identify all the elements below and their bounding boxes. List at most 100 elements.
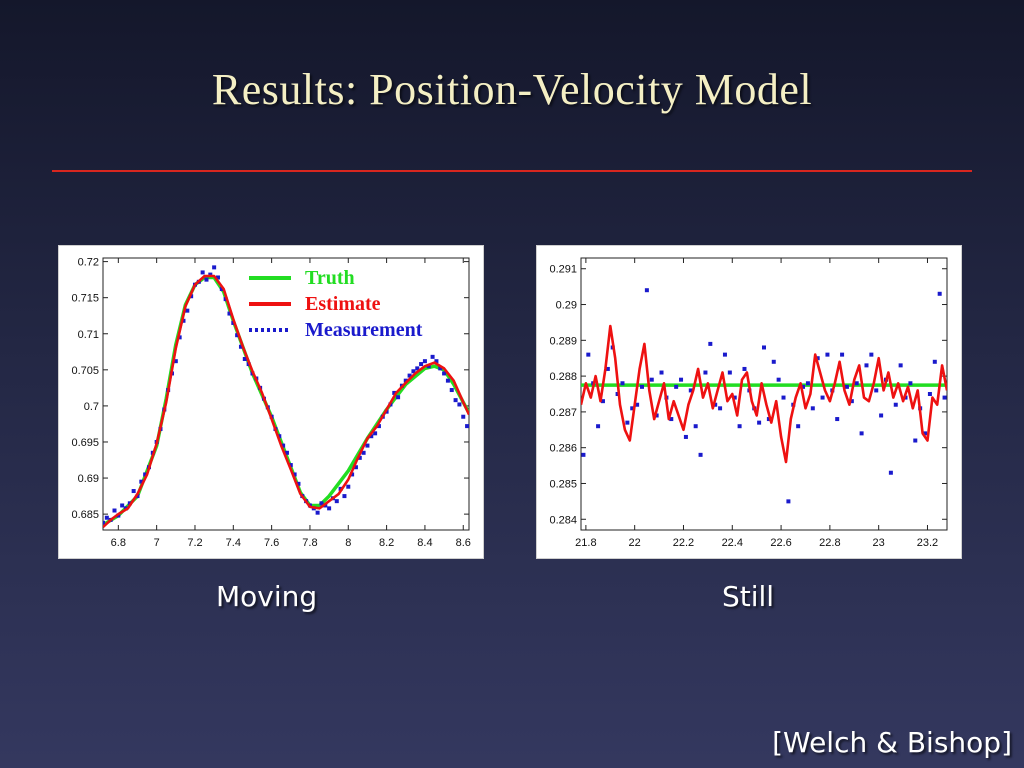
measurement-point xyxy=(825,352,830,357)
x-tick-label: 8.6 xyxy=(456,537,471,549)
x-tick-label: 22.4 xyxy=(722,537,743,549)
measurement-point xyxy=(426,364,431,369)
measurement-point xyxy=(659,370,664,375)
measurement-point xyxy=(292,472,297,477)
measurement-point xyxy=(131,489,136,494)
y-tick-label: 0.284 xyxy=(549,514,577,526)
x-tick-label: 7.2 xyxy=(187,537,202,549)
measurement-point xyxy=(927,392,932,396)
legend-label-estimate: Estimate xyxy=(305,293,381,315)
x-tick-label: 8.4 xyxy=(417,537,432,549)
measurement-point xyxy=(281,443,286,448)
x-tick-label: 21.8 xyxy=(575,537,596,549)
measurement-point xyxy=(771,359,776,364)
y-tick-label: 0.291 xyxy=(549,264,577,276)
measurement-point xyxy=(430,354,435,359)
measurement-point xyxy=(104,515,109,520)
measurement-point xyxy=(908,381,913,386)
measurement-point xyxy=(835,417,840,422)
measurement-point xyxy=(227,311,232,316)
measurement-point xyxy=(923,431,928,436)
measurement-point xyxy=(419,362,424,367)
measurement-point xyxy=(786,499,791,504)
measurement-point xyxy=(185,308,190,313)
measurement-point xyxy=(674,384,679,389)
measurement-point xyxy=(215,275,220,280)
x-tick-label: 8.2 xyxy=(379,537,394,549)
measurement-point xyxy=(874,388,879,393)
measurement-point xyxy=(238,344,243,349)
measurement-point xyxy=(898,363,903,368)
measurement-point xyxy=(208,272,213,277)
y-tick-label: 0.685 xyxy=(71,509,99,521)
estimate-line xyxy=(581,324,947,464)
measurement-point xyxy=(596,424,601,429)
measurement-point xyxy=(396,395,401,400)
y-tick-label: 0.7 xyxy=(84,401,99,413)
measurement-point xyxy=(600,399,605,404)
measurement-point xyxy=(644,288,649,293)
measurement-point xyxy=(219,287,224,292)
measurement-point xyxy=(625,420,630,425)
measurement-point xyxy=(727,370,732,375)
chart-panel-moving: 6.8 7 7.2 7.4 7.6 7.8 8 8.2 8.4 8.6 0.685 0.69 0.695… xyxy=(58,245,484,559)
measurement-point xyxy=(449,388,454,393)
citation: [Welch & Bishop] xyxy=(772,726,1012,759)
measurement-point xyxy=(635,402,640,407)
measurement-point xyxy=(315,510,320,515)
series-group xyxy=(103,265,469,529)
measurement-point xyxy=(407,373,412,378)
measurement-point xyxy=(640,384,644,389)
measurement-point xyxy=(296,481,301,486)
measurement-point xyxy=(630,406,635,411)
measurement-point xyxy=(776,377,781,382)
x-tick-label: 7.8 xyxy=(302,537,317,549)
measurement-point xyxy=(361,450,366,455)
measurement-point xyxy=(357,455,362,460)
measurement-point xyxy=(365,443,370,448)
measurement-point xyxy=(434,359,439,364)
x-tick-label: 7 xyxy=(154,537,160,549)
measurement-point xyxy=(181,318,186,323)
measurement-point xyxy=(242,357,247,362)
measurement-point xyxy=(649,377,654,382)
measurement-point xyxy=(120,503,125,508)
measurement-point xyxy=(212,265,217,270)
x-tick-label: 8 xyxy=(345,537,351,549)
measurement-point xyxy=(605,366,610,371)
measurement-point xyxy=(112,508,117,513)
x-tick-label: 22 xyxy=(629,537,641,549)
measurement-point xyxy=(859,431,864,436)
x-tick-label: 7.6 xyxy=(264,537,279,549)
y-tick-label: 0.285 xyxy=(549,478,577,490)
legend-label-measurement: Measurement xyxy=(305,319,423,341)
y-tick-label: 0.695 xyxy=(71,437,99,449)
measurement-point xyxy=(766,417,771,422)
measurement-point xyxy=(688,388,693,393)
estimate-line xyxy=(103,274,469,529)
measurement-point xyxy=(445,378,450,383)
measurement-point xyxy=(581,452,586,457)
measurement-point xyxy=(415,366,420,371)
measurement-point xyxy=(319,501,324,506)
measurement-point xyxy=(327,506,332,511)
truth-line xyxy=(103,275,469,527)
y-tick-label: 0.69 xyxy=(78,473,99,485)
chart-moving: 6.8 7 7.2 7.4 7.6 7.8 8 8.2 8.4 8.6 0.685 0.69 0.695… xyxy=(71,257,471,549)
measurement-point xyxy=(139,479,144,484)
measurement-point xyxy=(422,359,427,364)
x-tick-label: 23.2 xyxy=(917,537,938,549)
measurement-point xyxy=(683,434,688,439)
measurement-point xyxy=(698,452,703,457)
measurement-point xyxy=(173,359,178,364)
y-tick-label: 0.29 xyxy=(556,300,577,312)
x-tick-label: 22.2 xyxy=(673,537,694,549)
legend-label-truth: Truth xyxy=(305,267,355,289)
measurement-point xyxy=(457,402,462,407)
y-tick-label: 0.286 xyxy=(549,443,577,455)
measurement-point xyxy=(913,438,918,443)
measurement-point xyxy=(204,277,209,282)
measurement-point xyxy=(893,402,898,407)
measurement-point xyxy=(693,424,698,429)
measurement-point xyxy=(103,520,105,525)
